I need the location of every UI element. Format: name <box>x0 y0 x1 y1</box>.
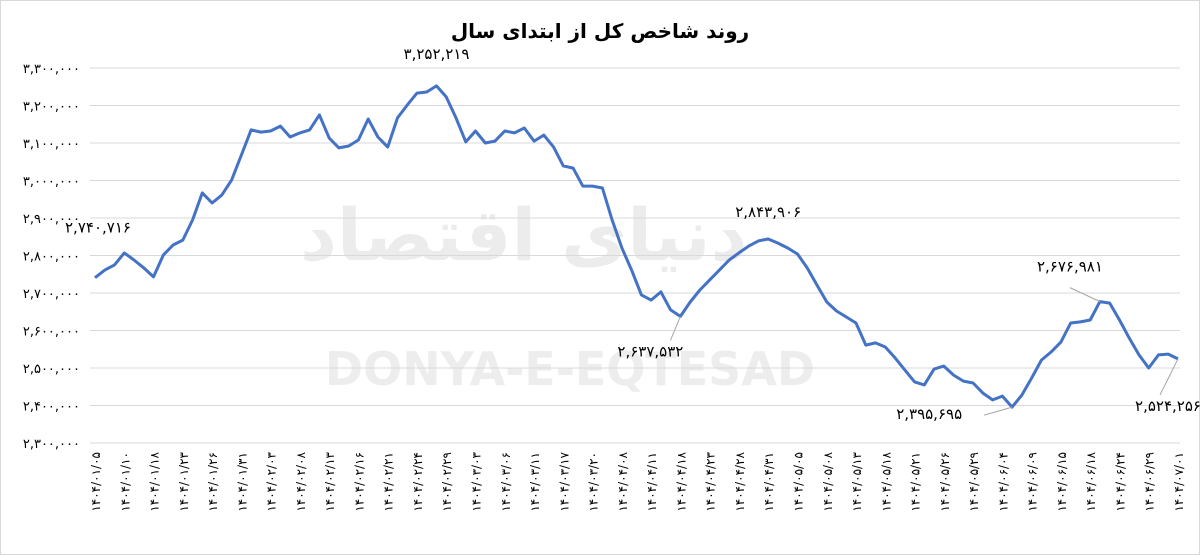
y-tick-label: ۲,۷۰۰,۰۰۰ <box>23 287 80 302</box>
x-tick-label: ۱۴۰۴/۰۱/۳۱ <box>235 452 249 512</box>
data-label: ۲,۶۳۷,۵۳۲ <box>617 342 683 360</box>
x-tick-label: ۱۴۰۴/۰۶/۱۵ <box>1055 452 1069 512</box>
x-tick-label: ۱۴۰۴/۰۴/۱۸ <box>674 451 688 511</box>
x-tick-label: ۱۴۰۴/۰۶/۲۴ <box>1113 452 1127 512</box>
x-tick-label: ۱۴۰۴/۰۵/۰۵ <box>791 452 805 512</box>
leader-line <box>669 316 681 341</box>
x-tick-label: ۱۴۰۴/۰۷/۰۱ <box>1172 452 1186 512</box>
leader-line <box>1069 287 1101 303</box>
x-tick-label: ۱۴۰۴/۰۵/۲۶ <box>938 452 952 512</box>
y-tick-label: ۳,۱۰۰,۰۰۰ <box>23 137 80 152</box>
y-tick-label: ۲,۶۰۰,۰۰۰ <box>23 325 80 340</box>
x-tick-label: ۱۴۰۴/۰۲/۰۸ <box>294 451 308 511</box>
x-tick-label: ۱۴۰۴/۰۴/۱۱ <box>645 452 659 512</box>
x-tick-label: ۱۴۰۴/۰۴/۲۸ <box>733 451 747 511</box>
data-label: ۲,۳۹۵,۶۹۵ <box>896 405 962 423</box>
x-tick-label: ۱۴۰۴/۰۳/۱۷ <box>557 451 571 511</box>
x-tick-label: ۱۴۰۴/۰۲/۲۱ <box>382 452 396 512</box>
x-tick-label: ۱۴۰۴/۰۳/۰۳ <box>470 451 484 511</box>
x-tick-label: ۱۴۰۴/۰۴/۳۱ <box>762 452 776 512</box>
x-tick-label: ۱۴۰۴/۰۱/۱۰ <box>118 452 132 512</box>
leader-line <box>983 406 1013 416</box>
x-tick-label: ۱۴۰۴/۰۵/۲۹ <box>967 452 981 512</box>
x-tick-label: ۱۴۰۴/۰۱/۱۸ <box>148 451 162 511</box>
index-line <box>94 84 1179 409</box>
x-tick-label: ۱۴۰۴/۰۶/۰۴ <box>996 452 1010 512</box>
x-tick-label: ۱۴۰۴/۰۱/۲۳ <box>177 451 191 511</box>
x-tick-label: ۱۴۰۴/۰۱/۰۵ <box>89 452 103 512</box>
x-tick-label: ۱۴۰۴/۰۲/۱۳ <box>323 451 337 511</box>
y-tick-label: ۳,۲۰۰,۰۰۰ <box>23 100 80 115</box>
x-tick-label: ۱۴۰۴/۰۵/۱۸ <box>879 451 893 511</box>
y-tick-label: ۲,۸۰۰,۰۰۰ <box>23 250 80 265</box>
chart-title: روند شاخص کل از ابتدای سال <box>451 19 749 43</box>
x-tick-label: ۱۴۰۴/۰۵/۲۱ <box>909 452 923 512</box>
x-tick-label: ۱۴۰۴/۰۲/۲۹ <box>440 452 454 512</box>
x-tick-label: ۱۴۰۴/۰۲/۱۶ <box>352 452 366 512</box>
y-tick-label: ۳,۳۰۰,۰۰۰ <box>23 62 80 77</box>
x-tick-label: ۱۴۰۴/۰۴/۲۳ <box>704 451 718 511</box>
x-tick-label: ۱۴۰۴/۰۳/۱۱ <box>528 452 542 512</box>
data-label: ۲,۵۲۴,۲۵۶ <box>1135 397 1200 415</box>
y-tick-label: ۲,۴۰۰,۰۰۰ <box>23 400 80 415</box>
x-tick-label: ۱۴۰۴/۰۶/۰۹ <box>1026 452 1040 512</box>
x-tick-label: ۱۴۰۴/۰۲/۰۳ <box>265 451 279 511</box>
y-tick-label: ۲,۳۰۰,۰۰۰ <box>23 437 80 452</box>
x-tick-label: ۱۴۰۴/۰۳/۲۰ <box>587 452 601 512</box>
leader-line <box>1159 358 1179 396</box>
x-tick-label: ۱۴۰۴/۰۴/۰۸ <box>616 451 630 511</box>
watermark-logo: دنیای اقتصاد <box>300 193 748 277</box>
x-tick-label: ۱۴۰۴/۰۶/۱۸ <box>1084 451 1098 511</box>
y-tick-label: ۲,۵۰۰,۰۰۰ <box>23 362 80 377</box>
x-tick-label: ۱۴۰۴/۰۶/۲۹ <box>1143 452 1157 512</box>
watermark: DONYA-E-EQTESAD <box>325 342 815 396</box>
y-tick-label: ۳,۰۰۰,۰۰۰ <box>23 175 80 190</box>
data-label: ۳,۲۵۲,۲۱۹ <box>404 45 470 63</box>
y-tick-label: ۲,۹۰۰,۰۰۰ <box>23 212 80 227</box>
x-tick-label: ۱۴۰۴/۰۲/۲۴ <box>411 452 425 512</box>
data-label: ۲,۸۴۳,۹۰۶ <box>735 203 801 221</box>
data-label: ۲,۷۴۰,۷۱۶ <box>65 219 131 237</box>
x-tick-label: ۱۴۰۴/۰۵/۱۳ <box>850 451 864 511</box>
data-label: ۲,۶۷۶,۹۸۱ <box>1037 258 1103 276</box>
x-tick-label: ۱۴۰۴/۰۳/۰۶ <box>499 452 513 512</box>
x-tick-label: ۱۴۰۴/۰۱/۲۶ <box>206 452 220 512</box>
x-tick-label: ۱۴۰۴/۰۵/۰۸ <box>821 451 835 511</box>
